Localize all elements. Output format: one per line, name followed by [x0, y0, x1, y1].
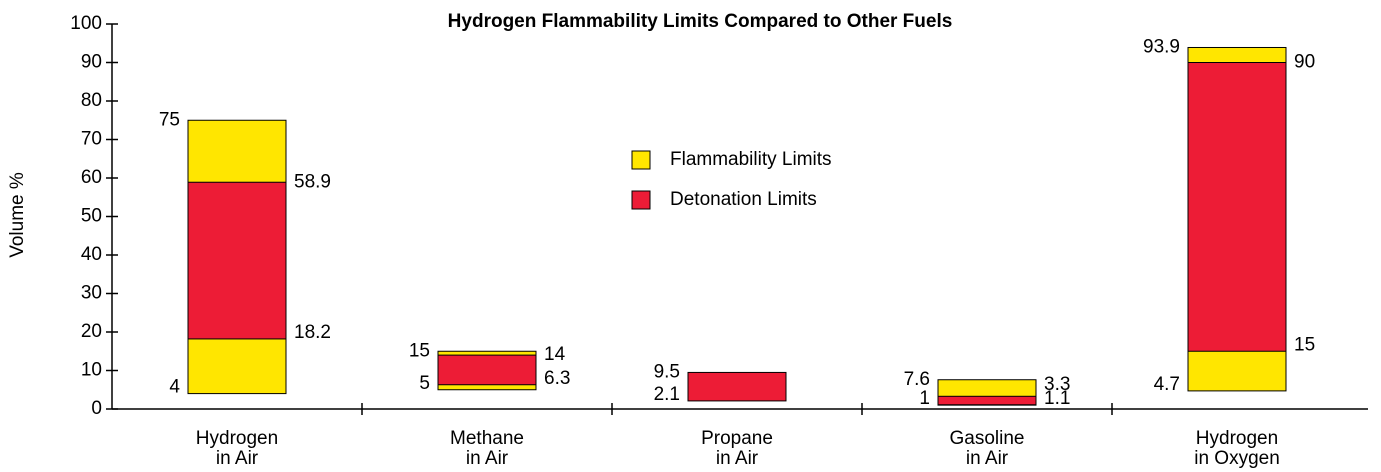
x-tick-label-line: Propane — [701, 428, 773, 449]
x-tick-label-line: Methane — [450, 428, 524, 449]
data-label: 15 — [1294, 334, 1315, 355]
data-label: 75 — [159, 109, 180, 130]
y-axis-label: Volume % — [7, 172, 28, 258]
x-tick-label-line: in Oxygen — [1194, 448, 1280, 469]
range-bar — [187, 181, 287, 340]
data-label: 90 — [1294, 52, 1315, 73]
x-tick-label: Propane in Air — [701, 428, 773, 469]
x-tick-label: Methane in Air — [450, 428, 524, 469]
data-label: 2.1 — [654, 384, 680, 405]
data-label: 7.6 — [904, 369, 930, 390]
y-tick-label: 10 — [81, 360, 102, 381]
range-bar — [437, 354, 537, 386]
x-tick-label-line: Hydrogen — [1196, 428, 1278, 449]
x-tick-label-line: in Air — [716, 448, 759, 469]
y-tick-label: 90 — [81, 52, 102, 73]
data-label: 5 — [419, 373, 430, 394]
y-tick-label: 40 — [81, 244, 102, 265]
data-label: 15 — [409, 340, 430, 361]
data-label: 9.5 — [654, 361, 680, 382]
y-tick-label: 70 — [81, 129, 102, 150]
data-label: 93.9 — [1143, 37, 1180, 58]
range-bar — [937, 395, 1037, 406]
data-label: 18.2 — [294, 322, 331, 343]
x-tick-label-line: Gasoline — [950, 428, 1025, 449]
x-tick-label-line: Hydrogen — [196, 428, 278, 449]
x-tick-label-line: in Air — [216, 448, 259, 469]
y-tick-label: 50 — [81, 206, 102, 227]
y-tick-label: 60 — [81, 167, 102, 188]
legend-label: Detonation Limits — [670, 189, 817, 210]
y-tick-label: 20 — [81, 321, 102, 342]
data-label: 14 — [544, 344, 566, 365]
legend-swatch — [631, 190, 651, 210]
data-label: 6.3 — [544, 368, 570, 389]
chart-title: Hydrogen Flammability Limits Compared to… — [448, 11, 953, 32]
range-bar — [687, 371, 787, 402]
y-tick-label: 100 — [70, 13, 102, 34]
data-label: 1.1 — [1044, 388, 1070, 409]
x-tick-label-line: in Air — [466, 448, 509, 469]
y-tick-label: 0 — [91, 398, 102, 419]
x-tick-label: Hydrogen in Oxygen — [1194, 428, 1280, 469]
data-label: 3.3 — [1044, 374, 1070, 395]
data-label: 4 — [169, 377, 180, 398]
x-tick-label: Gasoline in Air — [950, 428, 1025, 469]
legend-label: Flammability Limits — [670, 149, 832, 170]
data-label: 58.9 — [294, 171, 331, 192]
legend-swatch — [631, 150, 651, 170]
y-tick-label: 30 — [81, 283, 102, 304]
data-label: 4.7 — [1154, 374, 1180, 395]
data-label: 1 — [919, 388, 930, 409]
x-tick-label: Hydrogen in Air — [196, 428, 278, 469]
range-bar — [1187, 62, 1287, 352]
y-tick-label: 80 — [81, 90, 102, 111]
x-tick-label-line: in Air — [966, 448, 1009, 469]
